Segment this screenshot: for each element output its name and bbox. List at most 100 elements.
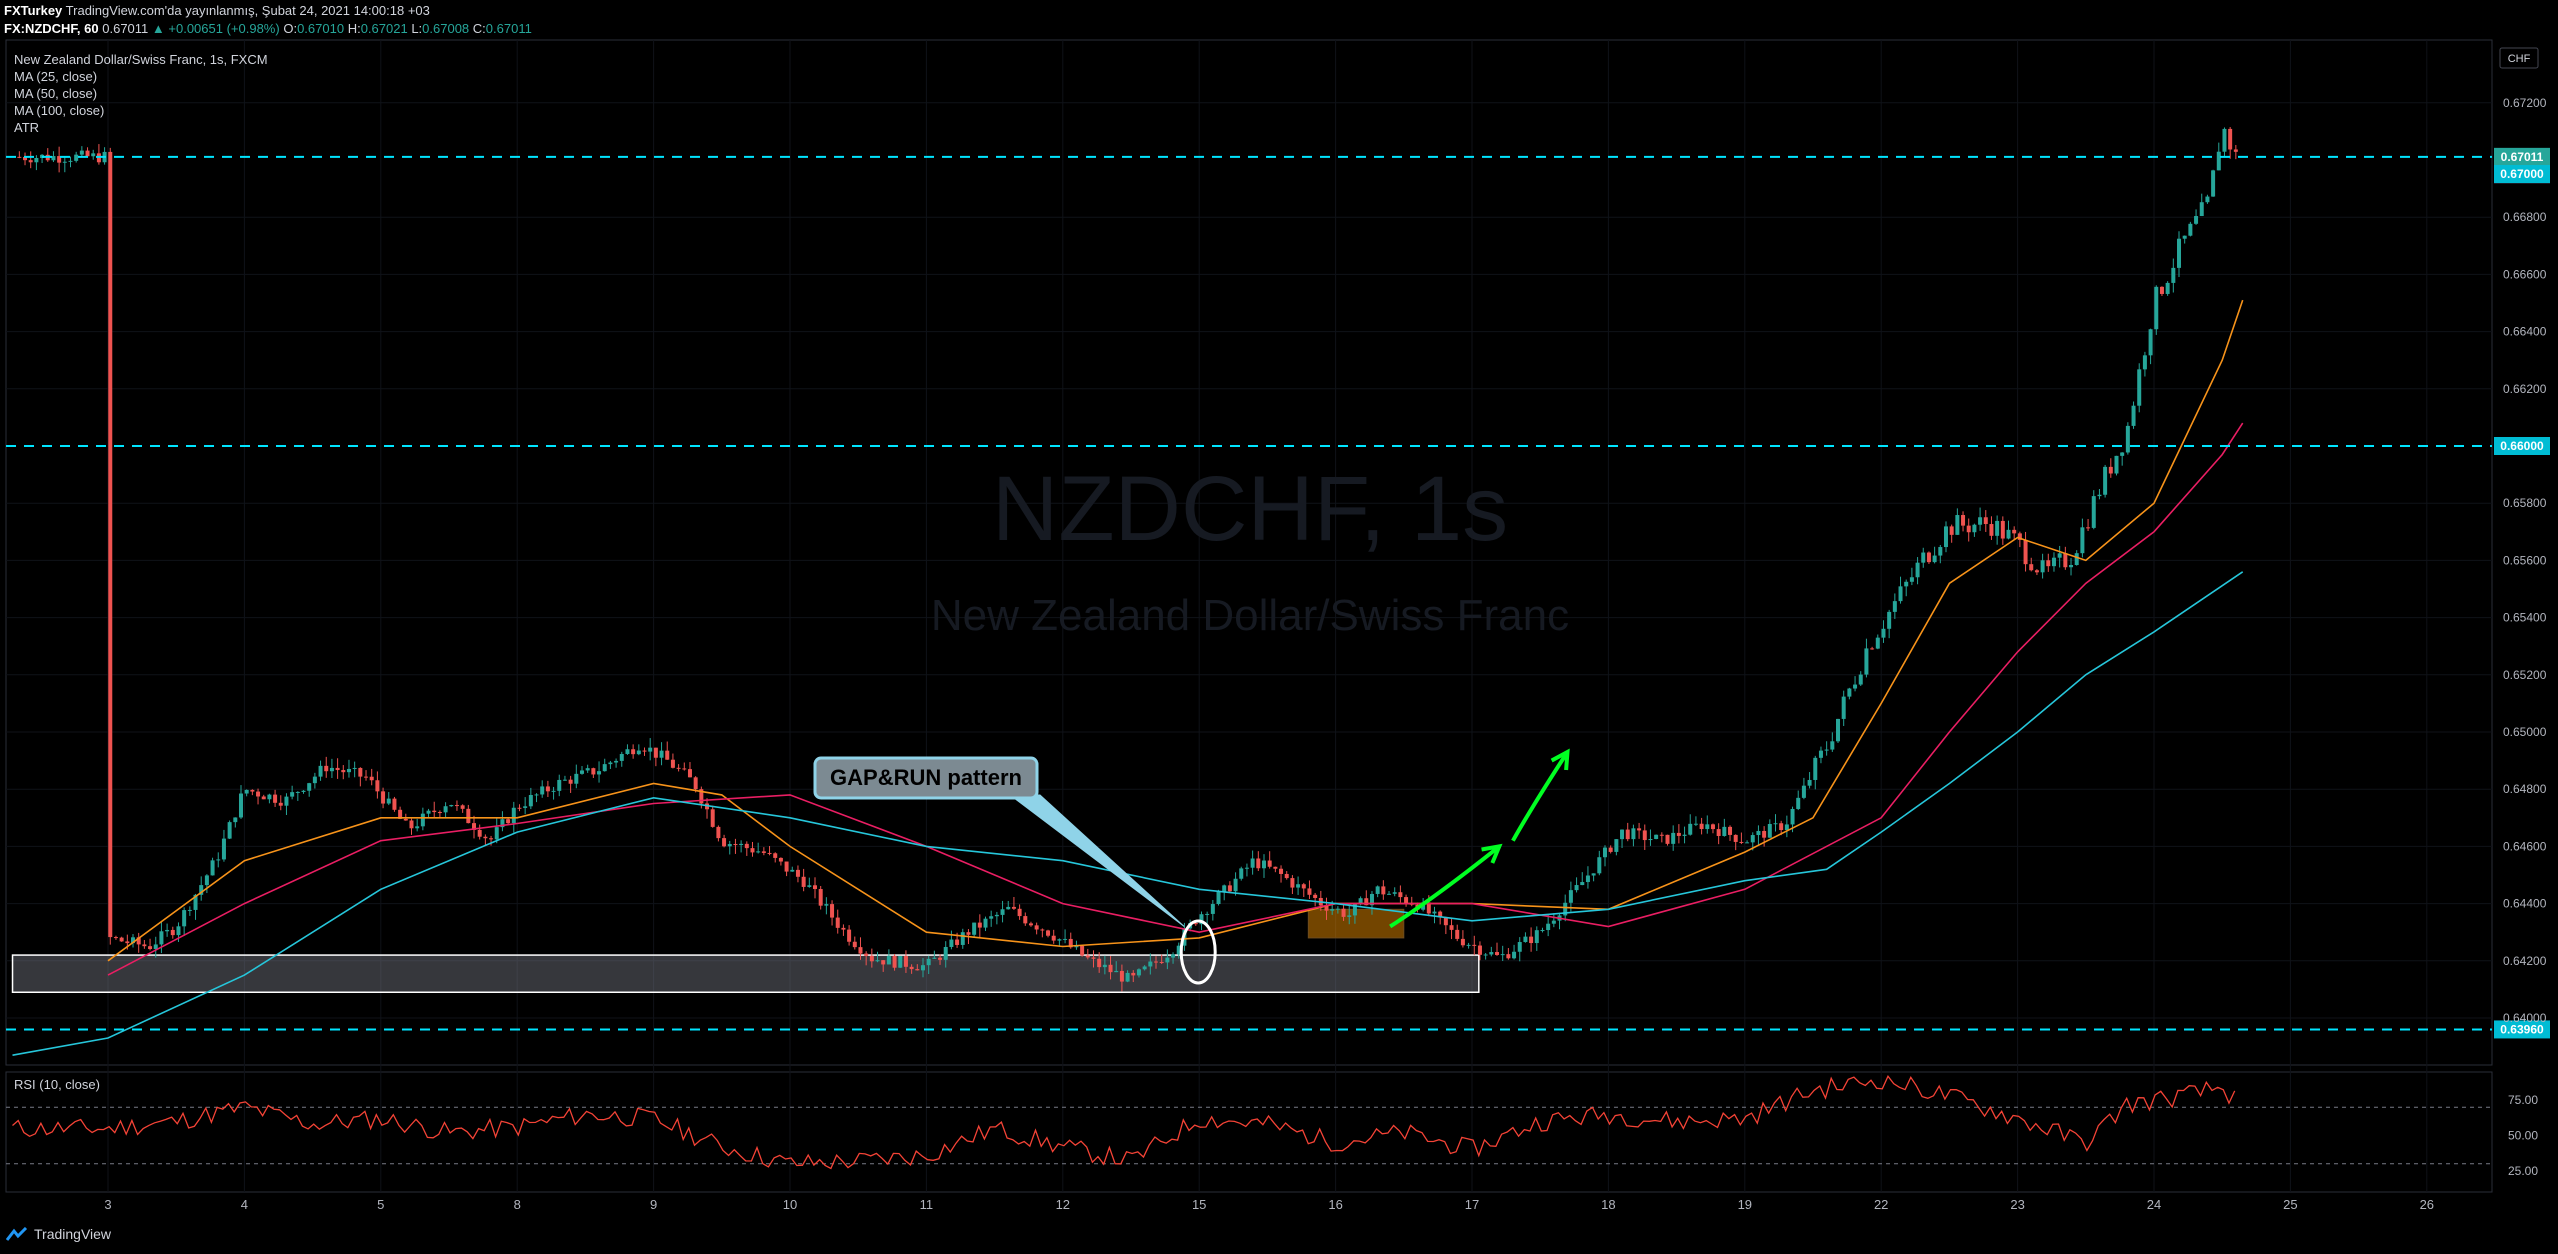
candle-body xyxy=(1654,834,1659,839)
candle-body xyxy=(1398,892,1403,898)
candle-body xyxy=(1932,555,1937,563)
candle-body xyxy=(278,802,283,806)
candle-body xyxy=(1296,884,1301,888)
legend-title[interactable]: New Zealand Dollar/Swiss Franc, 1s, FXCM xyxy=(14,52,268,67)
candle-body xyxy=(1279,868,1284,874)
candle-body xyxy=(1750,835,1755,843)
candle-body xyxy=(477,829,482,837)
candle-body xyxy=(1983,517,1988,525)
candle-body xyxy=(614,760,619,763)
candle-body xyxy=(710,809,715,827)
candle-body xyxy=(562,779,567,781)
legend-atr[interactable]: ATR xyxy=(14,120,40,135)
time-tick-label: 8 xyxy=(514,1197,521,1212)
candle-body xyxy=(148,946,153,950)
candle-body xyxy=(1091,957,1096,959)
level-label: 0.67000 xyxy=(2500,167,2544,181)
candle-body xyxy=(881,960,886,965)
candle-body xyxy=(1068,938,1073,948)
rsi-tick-label: 50.00 xyxy=(2508,1129,2538,1143)
author-name[interactable]: FXTurkey xyxy=(4,3,63,18)
candle-body xyxy=(1097,958,1102,968)
time-tick-label: 19 xyxy=(1738,1197,1752,1212)
candle-body xyxy=(1080,945,1085,956)
candle-body xyxy=(233,817,238,823)
candle-body xyxy=(1580,882,1585,886)
candle-body xyxy=(1114,970,1119,973)
candle-body xyxy=(28,160,33,163)
candle-body xyxy=(2194,216,2199,224)
legend-ma50[interactable]: MA (50, close) xyxy=(14,86,98,101)
time-tick-label: 16 xyxy=(1328,1197,1342,1212)
candle-body xyxy=(2012,529,2017,534)
candle-body xyxy=(2069,565,2074,568)
candle-body xyxy=(2137,369,2142,406)
ma-line-2 xyxy=(107,422,2244,976)
candle-body xyxy=(1477,945,1482,955)
candle-body xyxy=(909,966,914,970)
candle-body xyxy=(1949,526,1954,535)
candle-body xyxy=(2057,553,2062,558)
candle-body xyxy=(1046,930,1051,936)
price-tick-label: 0.65600 xyxy=(2503,553,2547,567)
candle-body xyxy=(1801,785,1806,798)
candle-body xyxy=(1159,961,1164,963)
candle-body xyxy=(2205,196,2210,203)
candle-body xyxy=(631,749,636,755)
symbol-interval[interactable]: FX:NZDCHF, 60 xyxy=(4,21,99,36)
candle-body xyxy=(943,946,948,960)
trend-arrow-head xyxy=(1550,748,1570,771)
candle-body xyxy=(932,957,937,959)
gap-ellipse xyxy=(1179,919,1217,985)
rsi-pane-border xyxy=(5,1071,2493,1193)
candle-body xyxy=(1722,826,1727,837)
candle-body xyxy=(1529,936,1534,944)
candle-body xyxy=(1119,970,1124,982)
candle-body xyxy=(2125,425,2130,453)
candle-body xyxy=(426,810,431,814)
candle-body xyxy=(68,160,73,162)
candle-body xyxy=(898,955,903,968)
candle-body xyxy=(1978,517,1983,525)
footer-brand[interactable]: TradingView xyxy=(5,1226,111,1242)
candle-body xyxy=(528,794,533,807)
candle-body xyxy=(364,776,369,778)
candle-body xyxy=(1148,961,1153,967)
candle-body xyxy=(119,937,124,942)
candle-body xyxy=(2108,466,2113,474)
candle-body xyxy=(176,926,181,936)
legend-ma25[interactable]: MA (25, close) xyxy=(14,69,98,84)
candle-body xyxy=(1875,637,1880,649)
candle-body xyxy=(830,904,835,918)
price-tick-label: 0.64600 xyxy=(2503,839,2547,853)
candle-body xyxy=(1125,972,1130,982)
candle-body xyxy=(1176,945,1181,955)
candle-body xyxy=(1972,524,1977,533)
candle-body xyxy=(869,955,874,962)
time-tick-label: 24 xyxy=(2147,1197,2161,1212)
candle-body xyxy=(403,818,408,821)
candle-body xyxy=(2171,267,2176,283)
rsi-legend[interactable]: RSI (10, close) xyxy=(14,1077,100,1092)
candle-body xyxy=(335,767,340,771)
candle-body xyxy=(875,960,880,962)
level-badge xyxy=(2494,165,2550,183)
candle-body xyxy=(1006,906,1011,910)
candle-body xyxy=(2091,496,2096,528)
candle-body xyxy=(1324,905,1329,911)
candle-body xyxy=(1648,838,1653,841)
candle-body xyxy=(642,750,647,752)
candle-body xyxy=(2228,128,2233,150)
candle-body xyxy=(739,843,744,846)
candle-body xyxy=(267,794,272,800)
candle-body xyxy=(1057,939,1062,941)
candle-body xyxy=(136,937,141,945)
candle-body xyxy=(585,768,590,771)
candle-body xyxy=(392,798,397,810)
candle-body xyxy=(767,852,772,854)
legend-ma100[interactable]: MA (100, close) xyxy=(14,103,105,118)
candle-body xyxy=(1659,834,1664,836)
candle-body xyxy=(250,789,255,792)
time-tick-label: 25 xyxy=(2283,1197,2297,1212)
